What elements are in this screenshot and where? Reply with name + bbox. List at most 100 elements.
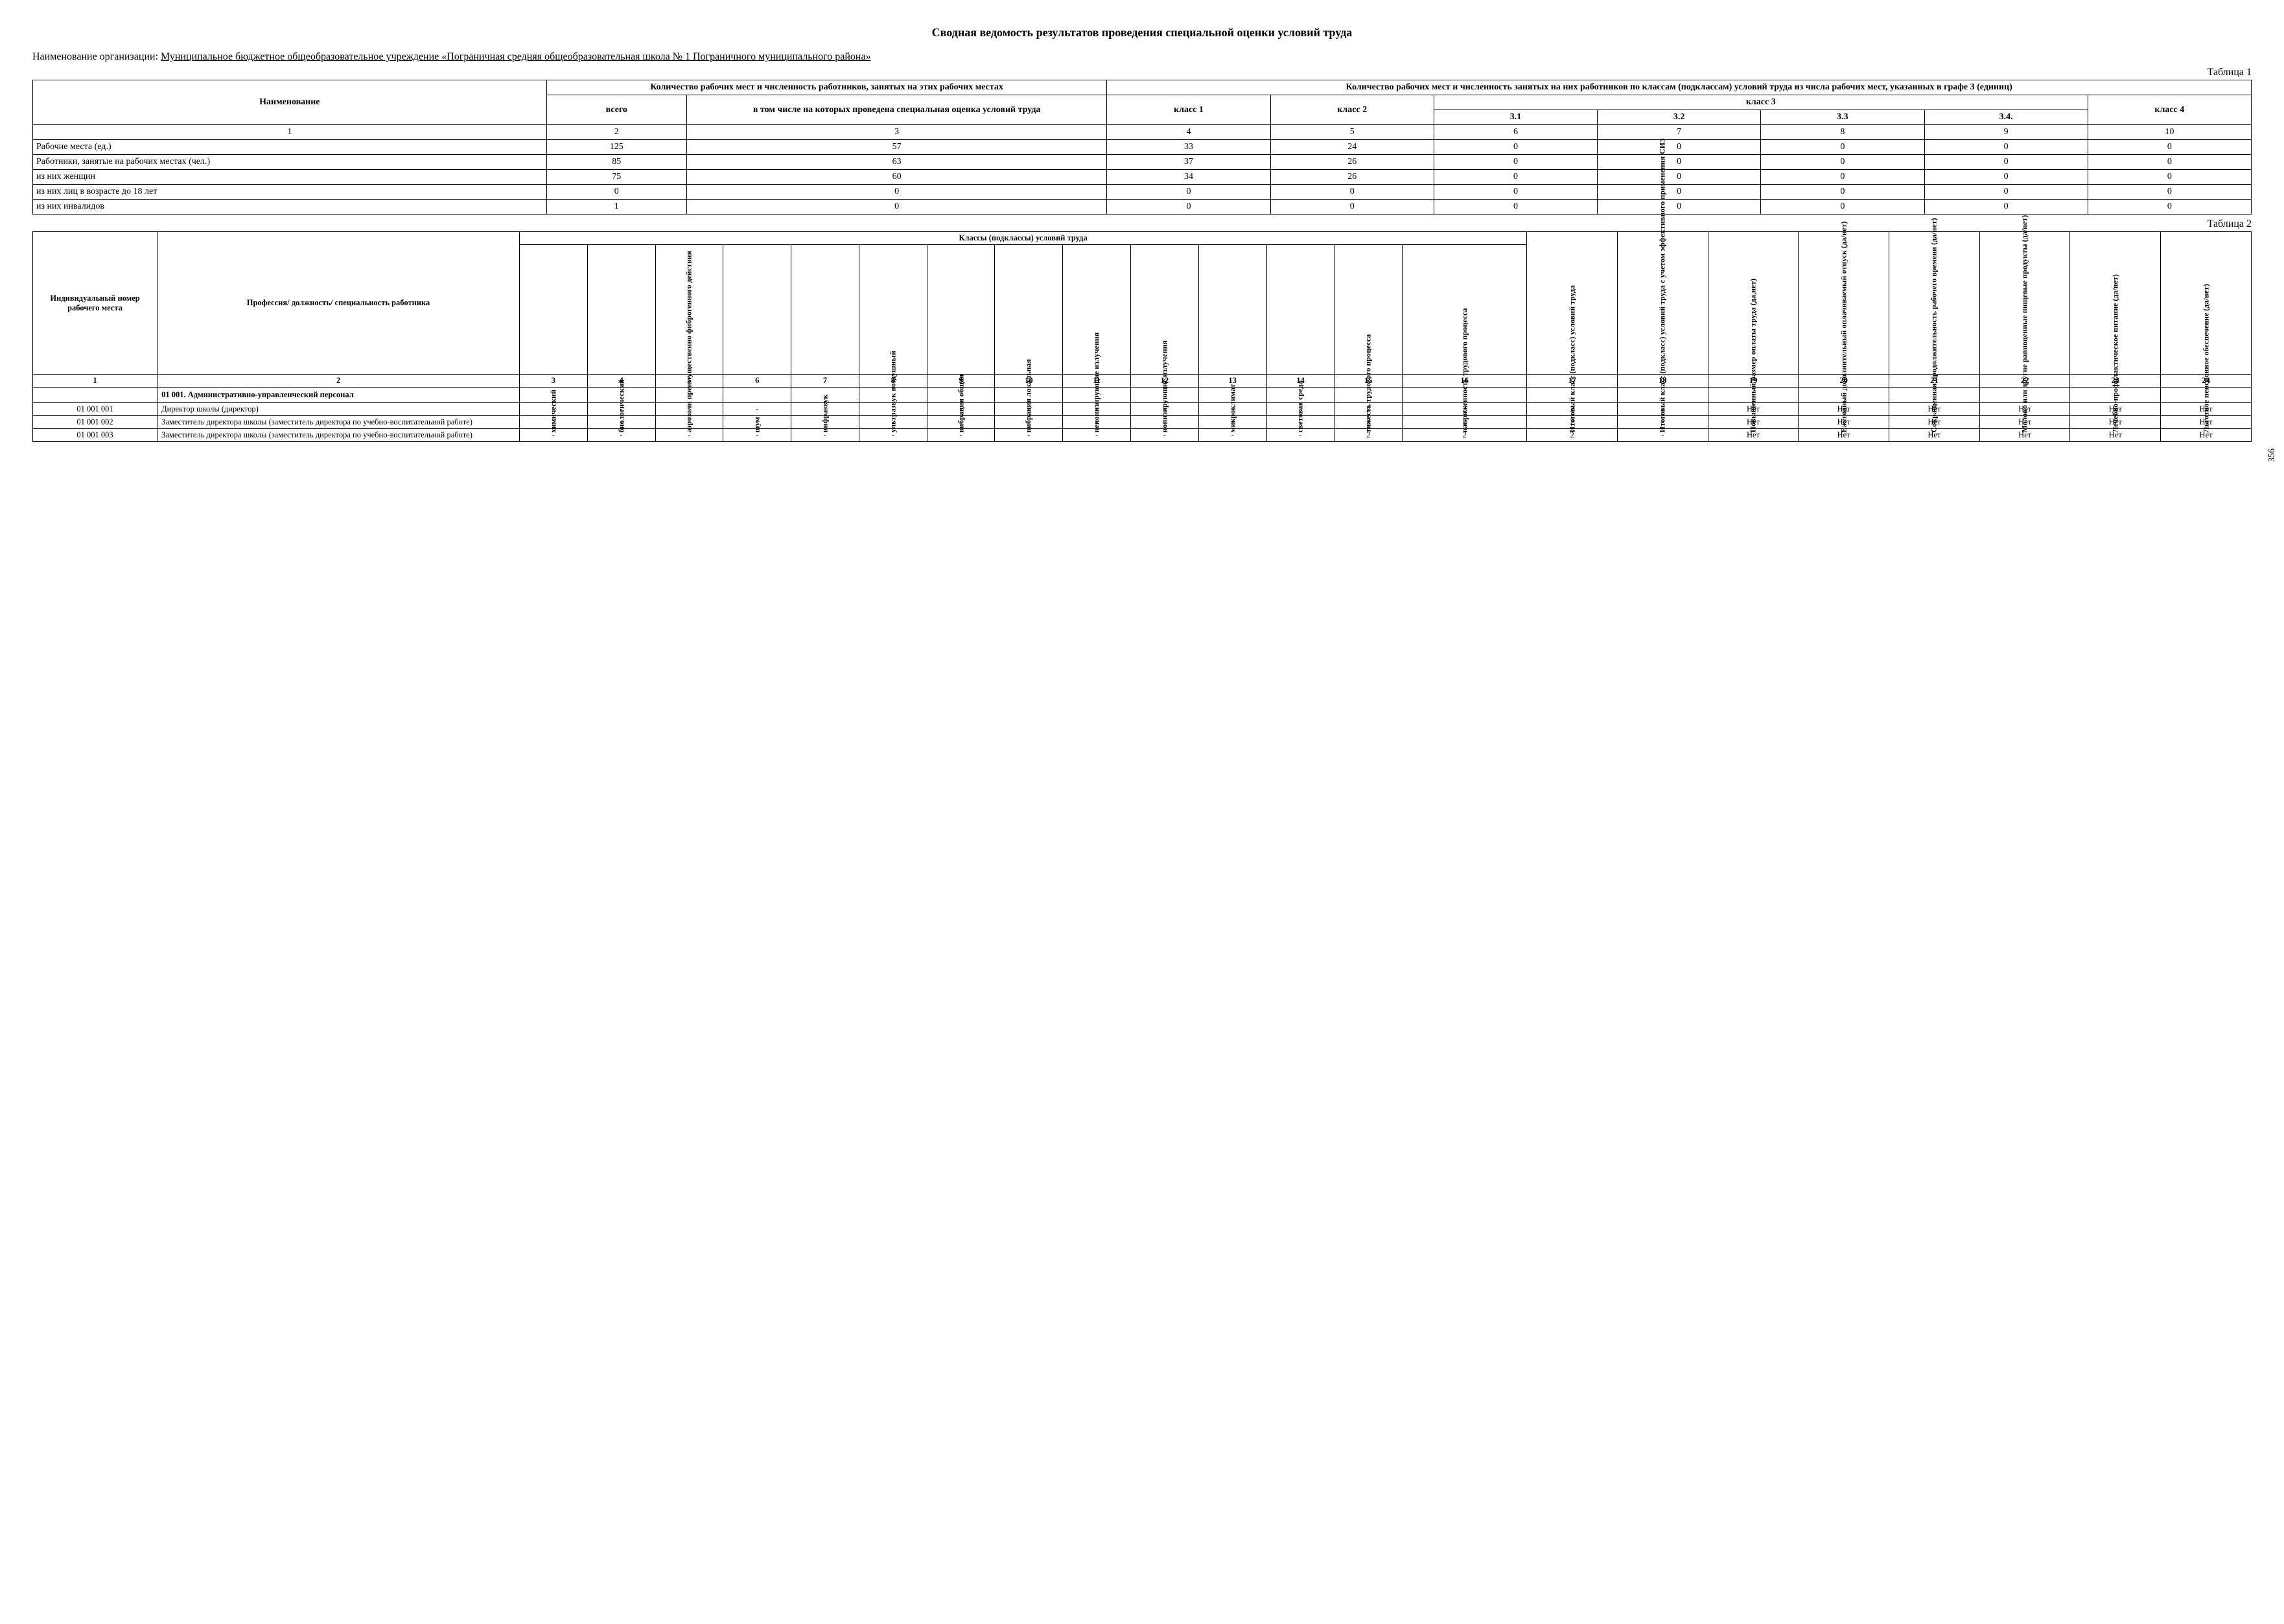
org-name: Муниципальное бюджетное общеобразователь… (161, 51, 871, 62)
t1-cell: 0 (1761, 140, 1924, 155)
t1-row-label: из них женщин (33, 170, 547, 185)
t2-group-title: 01 001. Административно-управленческий п… (157, 388, 520, 403)
t1-cell: 34 (1107, 170, 1270, 185)
t1-h-class4: класс 4 (2088, 95, 2251, 125)
table1-caption: Таблица 1 (32, 67, 2252, 78)
t2-h-prof: Профессия/ должность/ специальность рабо… (157, 232, 520, 375)
t1-colnum: 4 (1107, 125, 1270, 140)
t2-vcol: Льготное пенсионное обеспечение (да/нет) (2161, 232, 2252, 375)
t1-row-label: из них инвалидов (33, 200, 547, 215)
page-title: Сводная ведомость результатов проведения… (32, 26, 2252, 40)
t1-h-class3: класс 3 (1434, 95, 2088, 110)
t1-row-label: из них лиц в возрасте до 18 лет (33, 185, 547, 200)
t2-vcol: ионизирующие излучения (1131, 245, 1199, 375)
table2: Индивидуальный номер рабочего места Проф… (32, 231, 2252, 442)
t1-cell: 0 (2088, 140, 2251, 155)
t1-cell: 0 (686, 185, 1107, 200)
t1-cell: 26 (1270, 155, 1434, 170)
t1-cell: 0 (2088, 200, 2251, 215)
page-number: 356 (2267, 448, 2278, 462)
t1-cell: 0 (1434, 185, 1597, 200)
t2-vcol: аэрозоли преимущественно фиброгенного де… (655, 245, 723, 375)
t1-colnum: 5 (1270, 125, 1434, 140)
t2-row-id: 01 001 001 (33, 403, 157, 416)
t2-row-id: 01 001 002 (33, 416, 157, 429)
t1-colnum: 3 (686, 125, 1107, 140)
t2-row-profession: Заместитель директора школы (заместитель… (157, 416, 520, 429)
t1-cell: 0 (1434, 155, 1597, 170)
t2-vcol: вибрация локальная (995, 245, 1063, 375)
t1-h-sout: в том числе на которых проведена специал… (686, 95, 1107, 125)
t1-cell: 60 (686, 170, 1107, 185)
t2-vcol: микроклимат (1198, 245, 1266, 375)
t2-vcol: световая среда (1266, 245, 1334, 375)
t1-cell: 63 (686, 155, 1107, 170)
t2-vcol: Повышенный размер оплаты труда (да,нет) (1708, 232, 1799, 375)
t1-h-34: 3.4. (1924, 110, 2088, 125)
t1-colnum: 2 (546, 125, 686, 140)
t1-cell: 33 (1107, 140, 1270, 155)
t2-vcol: биологический (587, 245, 655, 375)
t1-cell: 0 (546, 185, 686, 200)
t1-h-name: Наименование (33, 80, 547, 125)
t1-cell: 0 (1270, 185, 1434, 200)
t1-cell: 0 (1107, 200, 1270, 215)
t1-h-class2: класс 2 (1270, 95, 1434, 125)
t1-h-31: 3.1 (1434, 110, 1597, 125)
t1-h-byclass: Количество рабочих мест и численность за… (1107, 80, 2252, 95)
t1-cell: 75 (546, 170, 686, 185)
t2-row-profession: Директор школы (директор) (157, 403, 520, 416)
t2-vcol: инфразвук (791, 245, 859, 375)
t2-vcol: Молоко или другие равноценные пищевые пр… (1979, 232, 2070, 375)
t1-h-32: 3.2 (1598, 110, 1761, 125)
t1-cell: 125 (546, 140, 686, 155)
t1-cell: 0 (1434, 140, 1597, 155)
t1-cell: 0 (1598, 140, 1761, 155)
t1-row-label: Рабочие места (ед.) (33, 140, 547, 155)
t2-vcol: ультразвук воздушный (859, 245, 927, 375)
t1-cell: 0 (1761, 200, 1924, 215)
t1-h-total: всего (546, 95, 686, 125)
t2-vcol: химический (519, 245, 587, 375)
t1-cell: 0 (2088, 170, 2251, 185)
t2-vcol: вибрация общая (927, 245, 995, 375)
t1-h-33: 3.3 (1761, 110, 1924, 125)
t1-cell: 0 (1598, 155, 1761, 170)
t1-cell: 0 (1924, 200, 2088, 215)
t2-row-profession: Заместитель директора школы (заместитель… (157, 429, 520, 442)
t2-vcol: Итоговый класс (подкласс) условий труда (1527, 232, 1618, 375)
t1-h-cnt: Количество рабочих мест и численность ра… (546, 80, 1107, 95)
t2-h-id: Индивидуальный номер рабочего места (33, 232, 157, 375)
t2-colnum: 2 (157, 375, 520, 388)
t1-colnum: 7 (1598, 125, 1761, 140)
t1-h-class1: класс 1 (1107, 95, 1270, 125)
t2-cell (33, 388, 157, 403)
t1-cell: 24 (1270, 140, 1434, 155)
t1-cell: 1 (546, 200, 686, 215)
t1-cell: 0 (1924, 170, 2088, 185)
table1: Наименование Количество рабочих мест и ч… (32, 80, 2252, 215)
t1-cell: 0 (1598, 200, 1761, 215)
t2-vcol: Сокращенная продолжительность рабочего в… (1889, 232, 1980, 375)
org-line: Наименование организации: Муниципальное … (32, 51, 2252, 63)
t1-cell: 57 (686, 140, 1107, 155)
t1-colnum: 10 (2088, 125, 2251, 140)
t1-cell: 0 (1434, 170, 1597, 185)
t2-vcol: тяжесть трудового процесса (1334, 245, 1403, 375)
t1-row-label: Работники, занятые на рабочих местах (че… (33, 155, 547, 170)
t2-vcol: Итоговый класс (подкласс) условий труда … (1617, 232, 1708, 375)
t1-colnum: 9 (1924, 125, 2088, 140)
t1-cell: 0 (1761, 170, 1924, 185)
org-label: Наименование организации: (32, 51, 158, 62)
t2-row-id: 01 001 003 (33, 429, 157, 442)
t2-vcol: напряженность трудового процесса (1403, 245, 1527, 375)
t2-vcol: шум (723, 245, 791, 375)
t1-cell: 0 (1761, 185, 1924, 200)
t2-vcol: неионизирующие излучения (1063, 245, 1131, 375)
t2-vcol: Лечебно-профилактическое питание (да/нет… (2070, 232, 2161, 375)
t1-cell: 0 (2088, 185, 2251, 200)
t1-cell: 0 (1270, 200, 1434, 215)
t1-cell: 0 (1924, 185, 2088, 200)
t1-colnum: 1 (33, 125, 547, 140)
t1-cell: 0 (2088, 155, 2251, 170)
